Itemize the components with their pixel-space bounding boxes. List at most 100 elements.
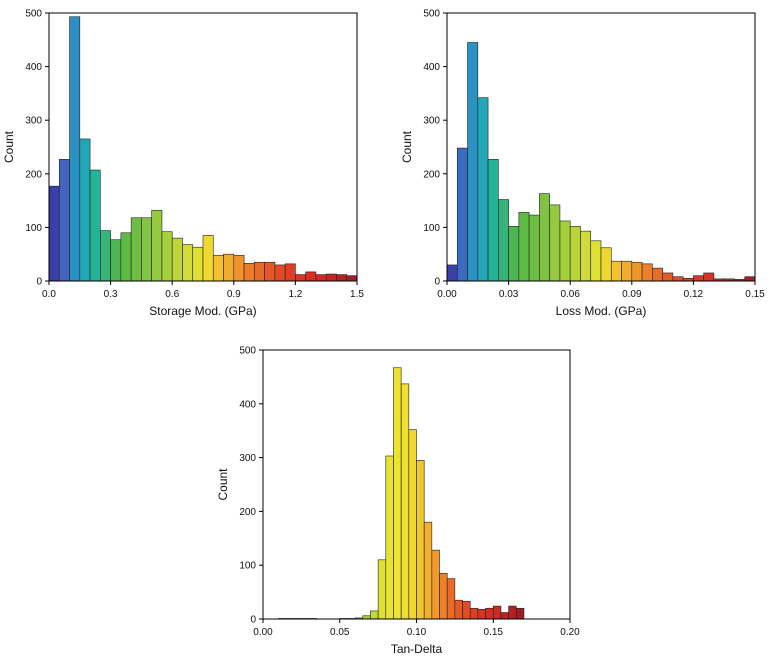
tandelta-y-tick-label-2: 200 [239, 507, 256, 518]
tandelta-bar-29 [485, 607, 494, 620]
loss-bar-11 [559, 220, 571, 282]
tandelta-bar-22 [431, 549, 440, 620]
storage-bar-20 [254, 261, 265, 282]
storage-bar-8 [130, 217, 142, 282]
storage-bar-4 [89, 169, 101, 282]
loss-bar-10 [549, 204, 561, 282]
tandelta-bar-16 [385, 455, 394, 620]
storage-bar-10 [151, 209, 163, 282]
storage-x-tick-label-2: 0.6 [165, 289, 179, 300]
storage-bar-11 [161, 231, 173, 282]
loss-y-tick-label-2: 200 [423, 169, 440, 180]
storage-bar-17 [223, 253, 235, 282]
storage-bar-28 [336, 274, 348, 282]
loss-x-tick-label-4: 0.12 [684, 289, 704, 300]
storage-bar-23 [284, 263, 296, 282]
loss-bar-16 [610, 260, 622, 282]
tandelta-bar-15 [377, 559, 387, 620]
storage-bar-25 [305, 271, 317, 282]
tandelta-bar-27 [469, 607, 479, 620]
loss-bar-15 [600, 247, 612, 282]
storage-modulus-histogram: 0.0 0.3 0.6 0.9 1.2 1.5 0 100 200 300 400 500 Storag… [2, 9, 364, 319]
tandelta-bar-28 [477, 609, 486, 620]
loss-x-axis-label: Loss Mod. (GPa) [556, 304, 647, 318]
loss-bar-9 [539, 193, 550, 282]
tandelta-bar-18 [400, 383, 410, 620]
loss-bar-20 [652, 267, 663, 282]
storage-bar-18 [233, 254, 245, 282]
storage-bar-14 [192, 246, 204, 282]
loss-x-tick-label-3: 0.09 [622, 289, 642, 300]
storage-x-tick-label-0: 0.0 [42, 289, 56, 300]
loss-bar-17 [621, 260, 633, 282]
tandelta-x-axis-label: Tan-Delta [391, 642, 443, 656]
loss-bar-25 [703, 272, 715, 282]
tandelta-bar-33 [515, 607, 525, 620]
loss-bar-8 [528, 214, 540, 282]
storage-x-tick-label-3: 0.9 [227, 289, 241, 300]
tandelta-y-tick-label-0: 0 [250, 615, 256, 626]
tandelta-bar-30 [492, 605, 502, 620]
loss-bar-5 [498, 199, 509, 282]
tandelta-bar-32 [508, 605, 517, 620]
loss-bar-7 [518, 212, 530, 282]
storage-bar-1 [58, 159, 70, 282]
storage-y-tick-label-1: 100 [25, 223, 42, 234]
tandelta-bar-24 [446, 578, 456, 620]
storage-y-tick-label-2: 200 [25, 169, 42, 180]
storage-bar-24 [295, 274, 306, 282]
storage-bar-2 [69, 16, 81, 282]
storage-y-tick-label-3: 300 [25, 116, 42, 127]
tandelta-y-tick-label-3: 300 [239, 453, 256, 464]
tandelta-bar-31 [500, 612, 509, 620]
loss-y-tick-label-3: 300 [423, 116, 440, 127]
tan-delta-histogram: 0.00 0.05 0.10 0.15 0.20 0 100 200 300 400 500 Tan-… [216, 346, 580, 657]
loss-bar-14 [590, 240, 602, 282]
storage-bar-19 [243, 263, 255, 282]
storage-plot-frame [48, 12, 358, 282]
loss-bar-4 [487, 159, 499, 282]
storage-bar-16 [212, 254, 224, 282]
loss-bar-12 [569, 226, 581, 282]
loss-bar-18 [631, 261, 643, 282]
loss-bar-13 [580, 230, 592, 282]
tandelta-y-tick-label-4: 400 [239, 399, 256, 410]
loss-bar-24 [693, 275, 704, 282]
storage-x-tick-label-1: 0.3 [104, 289, 118, 300]
storage-bar-5 [100, 230, 111, 282]
loss-y-tick-label-4: 400 [423, 62, 440, 73]
storage-bar-12 [171, 237, 183, 282]
tandelta-bar-20 [416, 459, 425, 620]
storage-bar-26 [315, 274, 327, 282]
loss-bar-19 [641, 263, 653, 282]
loss-plot-frame [446, 12, 756, 282]
loss-y-axis-label: Count [400, 130, 414, 163]
tandelta-y-axis-label: Count [216, 468, 230, 501]
storage-bar-29 [346, 275, 358, 282]
loss-bar-2 [467, 42, 479, 282]
tandelta-x-tick-label-4: 0.20 [560, 627, 580, 638]
tandelta-x-tick-label-2: 0.10 [407, 627, 427, 638]
tandelta-x-tick-label-1: 0.05 [330, 627, 350, 638]
storage-bar-6 [110, 239, 122, 282]
storage-y-axis-label: Count [2, 130, 16, 163]
loss-y-tick-label-0: 0 [434, 277, 440, 288]
storage-y-tick-label-5: 500 [25, 9, 42, 20]
loss-bar-0 [446, 264, 458, 282]
tandelta-bar-23 [439, 572, 448, 620]
storage-bar-13 [182, 244, 194, 282]
storage-bar-9 [141, 217, 152, 282]
storage-bar-3 [79, 138, 91, 282]
loss-x-tick-label-5: 0.15 [745, 289, 765, 300]
storage-bar-22 [274, 264, 286, 282]
loss-y-tick-label-1: 100 [423, 223, 440, 234]
tandelta-bar-19 [408, 429, 417, 620]
tandelta-bar-26 [462, 600, 471, 620]
storage-bar-7 [120, 232, 132, 282]
loss-y-tick-label-5: 500 [423, 9, 440, 20]
storage-x-tick-label-5: 1.5 [350, 289, 364, 300]
tandelta-bar-17 [393, 367, 402, 620]
storage-bar-21 [264, 261, 276, 282]
storage-bar-0 [48, 185, 60, 282]
